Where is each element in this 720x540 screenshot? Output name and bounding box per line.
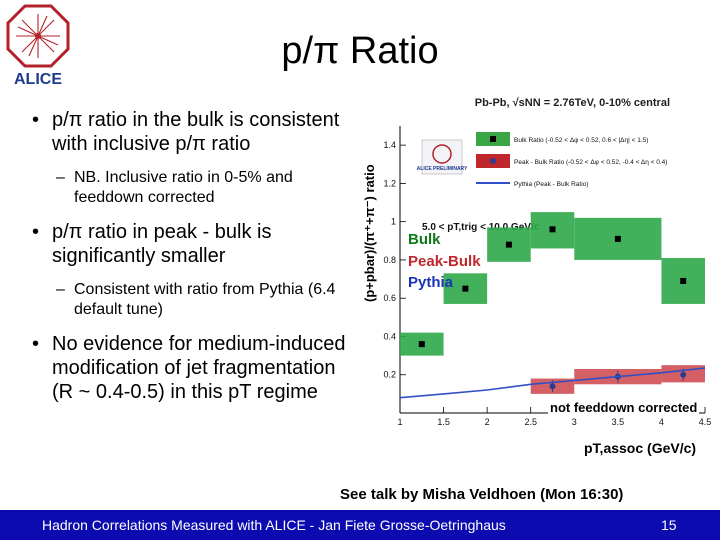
bullet-1: p/π ratio in the bulk is consistent with…	[28, 108, 358, 156]
legend-label: Peak - Bulk Ratio (-0.52 < Δφ < 0.52, -0…	[514, 159, 667, 166]
preliminary-text: ALICE PRELIMINARY	[417, 166, 468, 172]
alice-logo: ALICE	[6, 4, 70, 88]
footer-bar: Hadron Correlations Measured with ALICE …	[0, 510, 720, 540]
y-tick-label: 0.2	[383, 370, 396, 380]
x-tick-label: 3	[572, 417, 577, 427]
bullet-3: No evidence for medium-induced modificat…	[28, 332, 358, 404]
preliminary-badge: ALICE PRELIMINARY	[417, 139, 468, 175]
legend-entry-0: Bulk Ratio (-0.52 < Δφ < 0.52, 0.6 < |Δη…	[476, 132, 648, 146]
bullet-2: p/π ratio in peak - bulk is significantl…	[28, 220, 358, 268]
x-tick-label: 4.5	[699, 417, 712, 427]
logo-text: ALICE	[14, 71, 62, 88]
x-tick-label: 1.5	[437, 417, 450, 427]
data-point	[549, 226, 556, 233]
legend-marker	[490, 136, 496, 142]
legend-marker	[490, 158, 496, 164]
data-point	[680, 277, 687, 284]
feeddown-note: not feeddown corrected	[548, 400, 700, 415]
x-tick-label: 2	[485, 417, 490, 427]
slide-title: p/π Ratio	[281, 30, 439, 72]
pythia-curve	[399, 367, 706, 399]
sub-bullet-1: NB. Inclusive ratio in 0-5% and feeddown…	[28, 168, 358, 208]
trigger-label: 5.0 < pT,trig < 10.0 GeV/c	[422, 222, 540, 233]
data-point	[549, 383, 556, 390]
legend-entry-1: Peak - Bulk Ratio (-0.52 < Δφ < 0.52, -0…	[476, 154, 667, 168]
x-tick-label: 1	[397, 417, 402, 427]
peak-bulk-annotation: Peak-Bulk	[408, 253, 481, 270]
x-axis-label: pT,assoc (GeV/c)	[584, 440, 697, 456]
page-number: 15	[661, 517, 677, 533]
data-point	[680, 371, 687, 378]
ratio-plot: Pb-Pb, √sNN = 2.76TeV, 0-10% central Bulk…	[383, 97, 712, 427]
data-point	[614, 235, 621, 242]
x-tick-label: 2.5	[524, 417, 537, 427]
x-tick-label: 3.5	[612, 417, 625, 427]
footer-text: Hadron Correlations Measured with ALICE …	[42, 517, 506, 533]
y-tick-label: 0.6	[383, 293, 396, 303]
bulk-annotation: Bulk	[408, 231, 441, 248]
bullet-list: p/π ratio in the bulk is consistent with…	[28, 108, 358, 416]
logo-burst	[16, 14, 60, 58]
x-tick-label: 4	[659, 417, 664, 427]
data-point	[462, 285, 469, 292]
y-axis-label: (p+pbar)/(π⁺+π⁻) ratio	[362, 164, 377, 302]
y-tick-label: 1.4	[383, 140, 396, 150]
y-tick-label: 0.8	[383, 255, 396, 265]
series-pythia	[399, 367, 706, 399]
legend-label: Pythia (Peak - Bulk Ratio)	[514, 181, 588, 188]
preliminary-logo	[432, 144, 452, 164]
plot-header: Pb-Pb, √sNN = 2.76TeV, 0-10% central	[475, 97, 670, 109]
legend-entry-2: Pythia (Peak - Bulk Ratio)	[476, 181, 588, 188]
series-bulk	[400, 212, 705, 356]
pythia-annotation: Pythia	[408, 274, 454, 291]
y-tick-label: 1.2	[383, 178, 396, 188]
series-peak-bulk	[530, 365, 705, 394]
data-point	[418, 341, 425, 348]
y-tick-label: 0.4	[383, 331, 396, 341]
legend-label: Bulk Ratio (-0.52 < Δφ < 0.52, 0.6 < |Δη…	[514, 137, 648, 144]
talk-reference: See talk by Misha Veldhoen (Mon 16:30)	[340, 486, 624, 503]
sub-bullet-2: Consistent with ratio from Pythia (6.4 d…	[28, 280, 358, 320]
data-point	[505, 241, 512, 248]
y-tick-label: 1	[391, 217, 396, 227]
